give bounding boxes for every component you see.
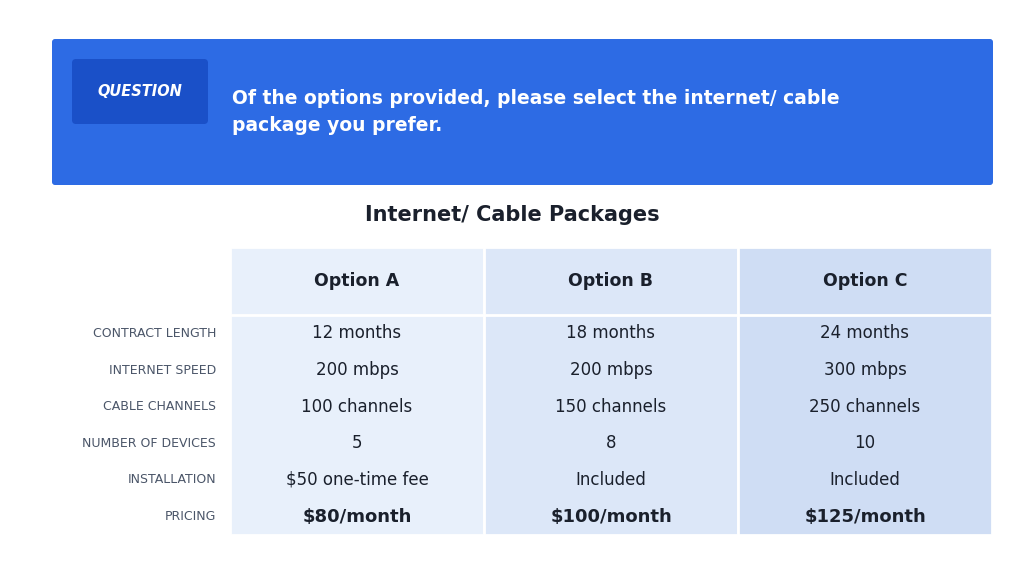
Text: INTERNET SPEED: INTERNET SPEED — [109, 364, 216, 376]
FancyBboxPatch shape — [72, 59, 208, 124]
FancyBboxPatch shape — [52, 39, 993, 185]
Bar — [738, 247, 992, 535]
Text: PRICING: PRICING — [165, 510, 216, 523]
Text: Internet/ Cable Packages: Internet/ Cable Packages — [365, 205, 659, 225]
Text: 18 months: 18 months — [566, 324, 655, 342]
Bar — [230, 247, 484, 535]
Text: CONTRACT LENGTH: CONTRACT LENGTH — [92, 327, 216, 340]
Text: 150 channels: 150 channels — [555, 398, 667, 416]
Text: $80/month: $80/month — [302, 507, 412, 525]
Text: $100/month: $100/month — [550, 507, 672, 525]
Text: Option B: Option B — [568, 272, 653, 290]
Text: Included: Included — [575, 471, 646, 489]
Text: 300 mbps: 300 mbps — [823, 361, 906, 379]
Text: 200 mbps: 200 mbps — [569, 361, 652, 379]
Text: Of the options provided, please select the internet/ cable
package you prefer.: Of the options provided, please select t… — [232, 89, 840, 135]
Text: Option A: Option A — [314, 272, 399, 290]
Text: 250 channels: 250 channels — [809, 398, 921, 416]
Text: NUMBER OF DEVICES: NUMBER OF DEVICES — [82, 437, 216, 450]
Text: $50 one-time fee: $50 one-time fee — [286, 471, 428, 489]
Text: 12 months: 12 months — [312, 324, 401, 342]
Text: 5: 5 — [352, 434, 362, 453]
Text: Included: Included — [829, 471, 900, 489]
Bar — [484, 247, 738, 535]
Text: Option C: Option C — [822, 272, 907, 290]
Text: $125/month: $125/month — [804, 507, 926, 525]
Text: 10: 10 — [854, 434, 876, 453]
Text: INSTALLATION: INSTALLATION — [127, 473, 216, 487]
Text: 200 mbps: 200 mbps — [315, 361, 398, 379]
Text: 24 months: 24 months — [820, 324, 909, 342]
Text: QUESTION: QUESTION — [97, 84, 182, 99]
Text: 8: 8 — [606, 434, 616, 453]
Text: 100 channels: 100 channels — [301, 398, 413, 416]
Text: CABLE CHANNELS: CABLE CHANNELS — [103, 400, 216, 413]
